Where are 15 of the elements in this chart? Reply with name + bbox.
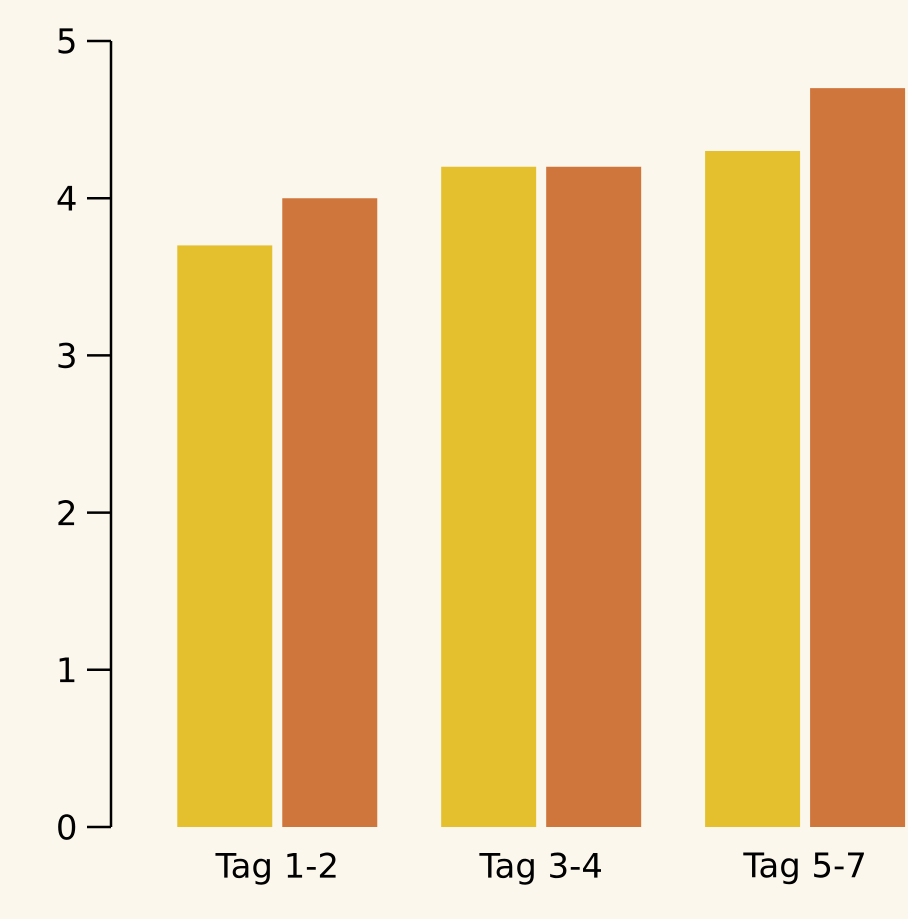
bar	[282, 198, 378, 827]
x-tick-label: Tag 5-7	[743, 852, 864, 884]
y-tick-label: 3	[58, 342, 75, 368]
x-tick-label: Tag 3-4	[479, 852, 602, 885]
x-tick-label: Tag 1-2	[215, 852, 336, 885]
y-tick-label: 4	[58, 186, 76, 211]
bar	[810, 88, 906, 827]
y-tick-label: 5	[58, 28, 75, 54]
bar	[441, 166, 536, 827]
y-tick-label: 2	[58, 500, 74, 526]
bar	[546, 166, 642, 827]
bar	[177, 245, 272, 827]
y-tick-label: 0	[58, 814, 76, 840]
y-tick-label: 1	[60, 657, 74, 682]
bar	[705, 151, 800, 827]
